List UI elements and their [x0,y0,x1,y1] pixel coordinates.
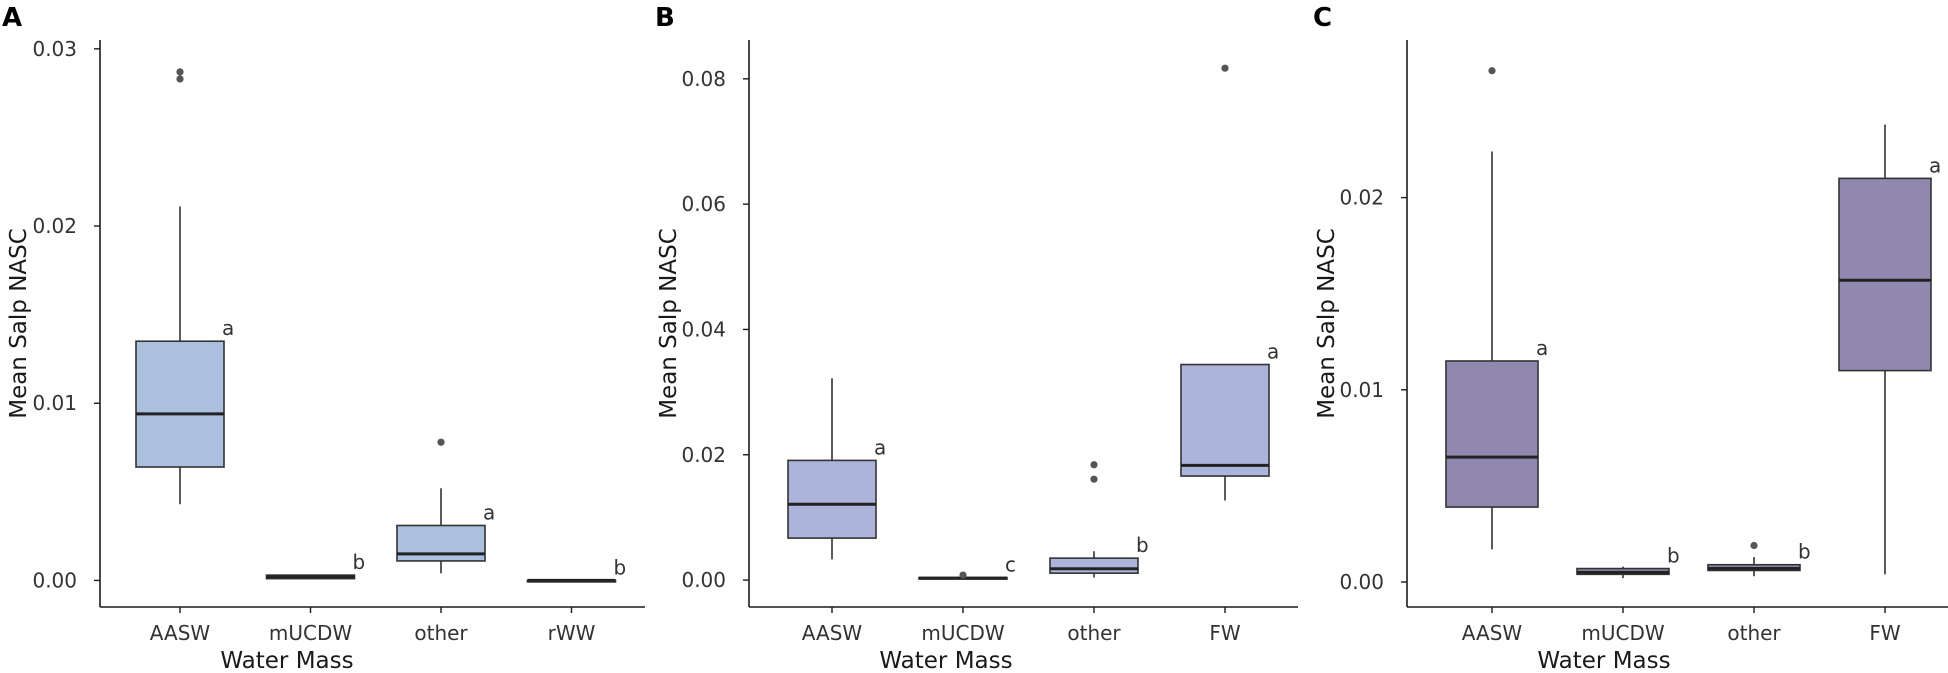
x-tick-label: AASW [802,621,863,645]
significance-letter: b [1798,540,1811,564]
outlier-point [1221,64,1229,72]
significance-letter: a [1929,153,1941,177]
x-axis-title: Water Mass [1537,648,1670,673]
y-axis-title: Mean Salp NASC [1314,228,1340,419]
y-tick-label: 0.06 [681,192,726,216]
x-tick-label: other [1067,621,1121,645]
significance-letter: b [614,555,627,579]
y-tick-label: 0.02 [681,443,726,467]
box-other: other a [396,438,495,645]
x-tick-label: FW [1869,621,1901,645]
x-axis-title: Water Mass [879,648,1012,673]
x-tick-label: rWW [548,621,596,645]
x-tick-label: other [1727,621,1781,645]
x-axis-title: Water Mass [220,648,353,673]
box-aasw: AASW a [135,68,234,645]
y-tick-label: 0.00 [681,568,726,592]
y-tick-label: 0.00 [1339,570,1384,594]
box-fw: FW a [1180,64,1279,645]
outlier-point [1750,541,1758,550]
iqr-box [1838,177,1932,372]
outlier-point [1090,461,1098,469]
x-tick-label: mUCDW [921,621,1004,645]
box-fw: FW a [1838,124,1941,645]
box-mucdw: mUCDW c [918,553,1016,645]
iqr-box [135,340,225,468]
outlier-point [437,438,445,446]
box-aasw: AASW a [1445,67,1548,645]
y-axis-title: Mean Salp NASC [656,228,682,419]
significance-letter: a [222,316,234,340]
iqr-box [787,459,877,539]
significance-letter: b [353,550,366,574]
x-tick-label: other [414,621,468,645]
panel-letter: C [1313,3,1332,33]
panel-letter: B [655,3,675,33]
iqr-box [1049,557,1139,574]
y-tick-label: 0.00 [32,568,77,592]
outlier-point [1488,67,1496,75]
box-other: other b [1707,540,1811,645]
outlier-point [959,571,967,579]
x-tick-label: mUCDW [269,621,352,645]
y-tick-label: 0.01 [1339,378,1384,402]
iqr-box [1445,360,1539,508]
significance-letter: a [1267,340,1279,364]
significance-letter: b [1667,544,1680,568]
outlier-point [176,75,184,83]
significance-letter: a [874,435,886,459]
y-tick-label: 0.02 [1339,186,1384,210]
outlier-point [1090,475,1098,483]
box-aasw: AASW a [787,378,886,645]
y-tick-label: 0.03 [32,37,77,61]
y-tick-label: 0.08 [681,67,726,91]
box-mucdw: mUCDW b [265,550,366,645]
x-tick-label: FW [1209,621,1241,645]
outlier-point [176,68,184,76]
y-axis-title: Mean Salp NASC [6,228,32,419]
panel-b: B 0.00 0.02 0.04 0.06 0.08 Mean Salp NASC Water… [655,3,1298,673]
panel-c: C 0.00 0.01 0.02 Mean Salp NASC Water Mass AAS… [1313,3,1948,673]
significance-letter: b [1136,533,1149,557]
box-mucdw: mUCDW b [1576,544,1680,645]
box-rww: rWW b [526,555,627,645]
y-tick-label: 0.04 [681,317,726,341]
significance-letter: c [1005,553,1016,577]
panel-letter: A [2,3,22,33]
iqr-box [396,524,486,562]
iqr-box [1180,363,1270,477]
x-tick-label: mUCDW [1581,621,1664,645]
x-tick-label: AASW [1462,621,1523,645]
y-tick-label: 0.02 [32,214,77,238]
significance-letter: a [483,500,495,524]
significance-letter: a [1536,336,1548,360]
panel-a: A 0.00 0.01 0.02 0.03 Mean Salp NASC Water Mas… [2,3,645,673]
x-tick-label: AASW [150,621,211,645]
y-tick-label: 0.01 [32,391,77,415]
box-other: other b [1049,461,1149,645]
